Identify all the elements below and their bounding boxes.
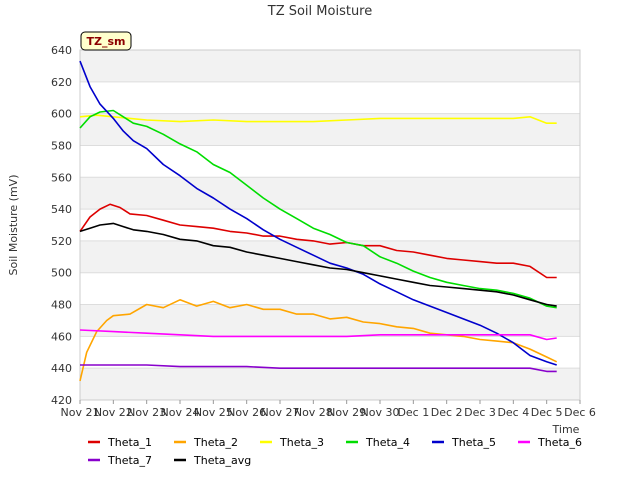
x-tick-label: Nov 26 [227, 406, 266, 419]
plot-band [80, 368, 580, 400]
series-line-theta-3 [79, 114, 557, 124]
y-tick-label: 420 [51, 394, 72, 407]
x-tick-label: Nov 22 [94, 406, 133, 419]
series-line-theta-7 [80, 364, 557, 373]
x-tick-label: Nov 30 [361, 406, 400, 419]
y-tick-label: 580 [51, 139, 72, 152]
y-tick-label: 480 [51, 299, 72, 312]
legend-entry: Theta_3 [279, 436, 324, 449]
x-tick-label: Nov 25 [194, 406, 233, 419]
x-tick-label: Nov 29 [327, 406, 366, 419]
plot-band [80, 50, 580, 82]
legend-entry: Theta_7 [107, 454, 152, 467]
x-tick-label: Dec 2 [431, 406, 463, 419]
y-tick-label: 560 [51, 171, 72, 184]
y-tick-label: 540 [51, 203, 72, 216]
x-tick-label: Dec 4 [497, 406, 529, 419]
y-tick-label: 520 [51, 235, 72, 248]
series-line-theta-6 [79, 329, 557, 341]
plot-area [80, 50, 580, 400]
series-line-theta-5 [79, 60, 557, 366]
x-tick-label: Nov 28 [294, 406, 333, 419]
site-label-background [80, 31, 132, 51]
x-tick-label: Dec 6 [564, 406, 596, 419]
legend: Theta_1 Theta_2 Theta_3 Theta_4 Theta_5 Theta… [88, 436, 582, 467]
x-tick-label: Dec 5 [531, 406, 563, 419]
series-line-theta-2 [79, 298, 558, 382]
x-tick-label: Nov 24 [161, 406, 200, 419]
y-tick-label: 460 [51, 330, 72, 343]
plot-background-bands [80, 50, 580, 400]
legend-entry: Theta_5 [451, 436, 496, 449]
site-label-box: TZ_sm [80, 31, 132, 51]
x-tick-label: Nov 23 [127, 406, 166, 419]
y-tick-label: 600 [51, 108, 72, 121]
series-line-theta-avg [79, 222, 557, 307]
legend-entry: Theta_4 [365, 436, 410, 449]
y-tick-label: 620 [51, 76, 72, 89]
legend-entry: Theta_avg [193, 454, 251, 467]
plot-band [80, 177, 580, 210]
x-tick-label: Nov 21 [61, 406, 100, 419]
legend-entry: Theta_2 [193, 436, 238, 449]
y-tick-label: 500 [51, 267, 72, 280]
y-axis-ticks: 420 440 460 480 500 520 540 560 580 600 620 640 [51, 44, 72, 407]
y-axis-label: Soil Moisture (mV) [7, 175, 20, 276]
chart-title: TZ Soil Moisture [267, 4, 373, 19]
x-tick-label: Dec 1 [397, 406, 429, 419]
legend-entry: Theta_6 [537, 436, 582, 449]
series-line-theta-1 [79, 203, 557, 279]
x-axis-label: Time [552, 423, 580, 436]
y-tick-label: 440 [51, 362, 72, 375]
series-line-theta-4 [79, 109, 557, 309]
x-tick-label: Dec 3 [464, 406, 496, 419]
plot-band [80, 304, 580, 337]
y-tick-label: 640 [51, 44, 72, 57]
legend-entry: Theta_1 [107, 436, 152, 449]
site-label: TZ_sm [87, 35, 126, 48]
series-lines [79, 60, 558, 382]
x-tick-label: Nov 27 [261, 406, 300, 419]
plot-frame [79, 49, 581, 401]
